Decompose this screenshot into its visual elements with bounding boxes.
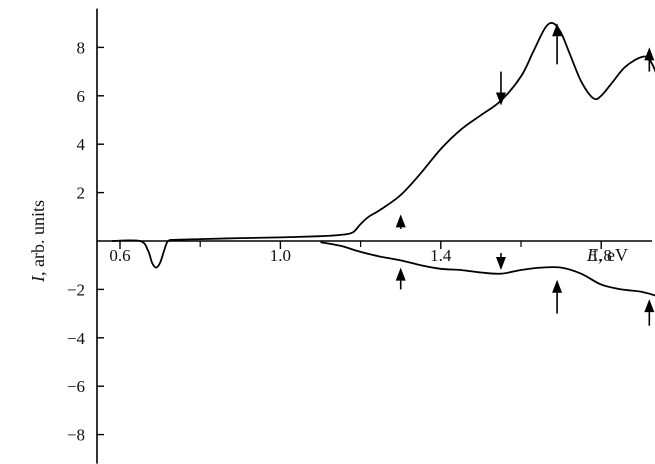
annotation-arrow: [552, 23, 563, 65]
x-tick-label: 0.6: [109, 246, 130, 265]
series-line-2: [320, 241, 655, 297]
arrow-head: [395, 267, 406, 281]
annotation-arrow: [552, 279, 563, 314]
annotation-arrow: [395, 214, 406, 229]
y-tick-label: −4: [67, 329, 86, 348]
y-axis-title: I, arb. units: [28, 200, 48, 283]
series-line-1: [111, 22, 655, 269]
annotation-arrow: [644, 47, 655, 72]
annotation-arrow: [495, 253, 506, 271]
arrow-head: [395, 214, 406, 228]
y-tick-label: −6: [67, 377, 85, 396]
arrow-head: [644, 47, 655, 61]
arrow-head: [552, 279, 563, 293]
y-tick-label: 2: [77, 184, 86, 203]
arrow-head: [495, 92, 506, 106]
annotation-arrow: [395, 267, 406, 290]
annotation-arrow: [644, 299, 655, 326]
y-tick-label: −8: [67, 426, 85, 445]
arrow-head: [552, 23, 563, 37]
y-tick-label: 4: [77, 135, 86, 154]
y-tick-label: −2: [67, 280, 85, 299]
series-layer: [111, 22, 655, 297]
arrow-layer: [395, 23, 655, 326]
annotation-arrow: [495, 71, 506, 106]
arrow-head: [644, 299, 655, 313]
x-axis-title: E, eV: [586, 245, 628, 265]
y-tick-label: 6: [77, 87, 86, 106]
x-tick-label: 1.0: [270, 246, 291, 265]
x-tick-label: 1.8: [591, 246, 612, 265]
y-tick-label: 8: [77, 38, 86, 57]
x-tick-label: 1.4: [430, 246, 452, 265]
arrow-head: [495, 257, 506, 271]
